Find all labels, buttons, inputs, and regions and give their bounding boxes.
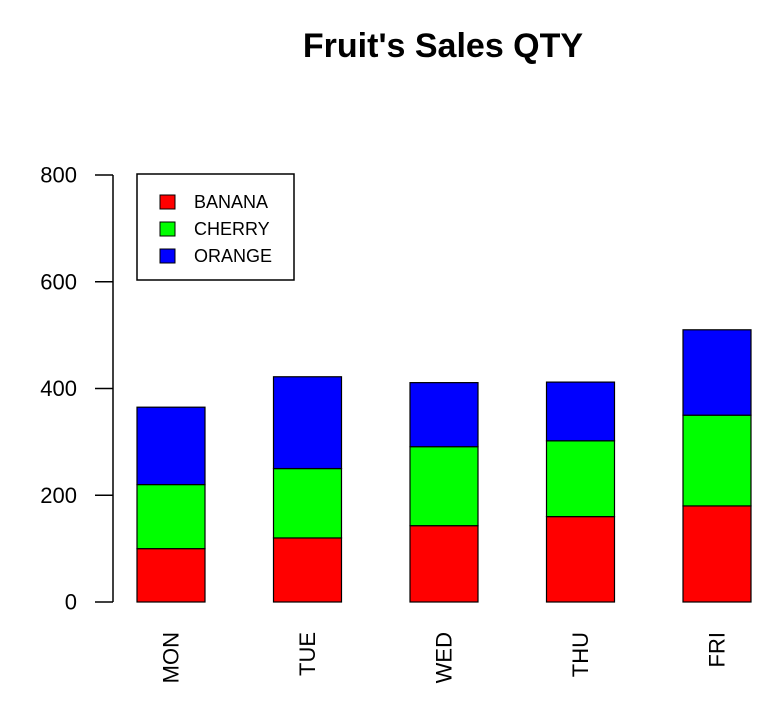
legend-label-banana: BANANA <box>194 192 268 212</box>
legend-swatch-banana <box>159 194 176 210</box>
bar-segment-orange-mon <box>136 406 206 486</box>
legend-label-cherry: CHERRY <box>194 219 270 239</box>
legend-swatch-orange <box>159 248 176 264</box>
legend-swatch-cherry <box>159 221 176 237</box>
y-tick-label: 600 <box>40 269 77 294</box>
bars <box>136 329 752 603</box>
bar-segment-orange-tue <box>272 376 343 470</box>
bar-segment-orange-fri <box>682 329 752 416</box>
y-tick-label: 800 <box>40 163 77 188</box>
bar-segment-cherry-wed <box>409 446 479 527</box>
y-tick-label: 200 <box>40 483 77 508</box>
bar-segment-banana-tue <box>272 537 343 603</box>
x-axis: MON TUE WED THU FRI <box>159 632 730 683</box>
bar-segment-cherry-mon <box>136 483 206 550</box>
bar-segment-orange-thu <box>545 381 616 442</box>
y-tick-label: 0 <box>65 590 77 615</box>
x-tick-label: TUE <box>295 632 320 676</box>
chart-title: Fruit's Sales QTY <box>303 27 583 65</box>
y-tick-label: 400 <box>40 376 77 401</box>
bar-segment-cherry-fri <box>682 414 752 507</box>
bar-segment-banana-wed <box>409 525 479 603</box>
bar-segment-banana-thu <box>545 515 616 603</box>
x-tick-label: WED <box>432 632 457 683</box>
bar-segment-banana-mon <box>136 548 206 603</box>
bar-segment-orange-wed <box>409 382 479 448</box>
x-tick-label: FRI <box>705 632 730 667</box>
x-tick-label: MON <box>159 632 184 683</box>
bar-segment-cherry-tue <box>272 467 343 539</box>
x-tick-label: THU <box>568 632 593 677</box>
legend-label-orange: ORANGE <box>194 246 272 266</box>
bar-segment-cherry-thu <box>545 440 616 518</box>
y-axis: 0 200 400 600 800 <box>40 163 114 615</box>
bar-segment-banana-fri <box>682 505 752 603</box>
legend: BANANA CHERRY ORANGE <box>136 173 295 281</box>
